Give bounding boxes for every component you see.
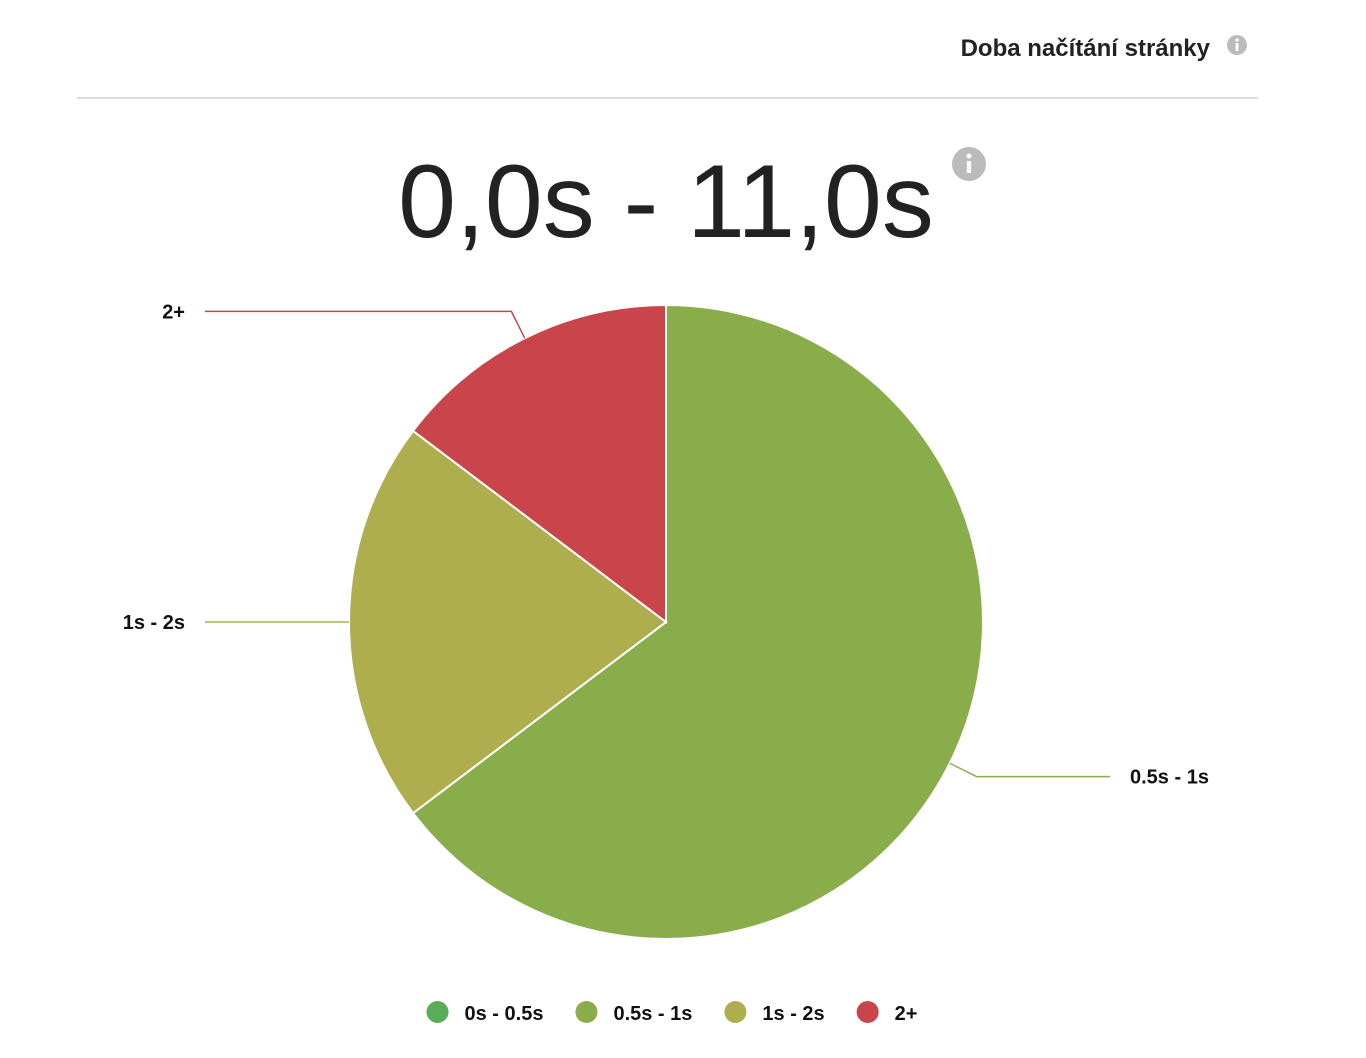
legend-marker [426,1001,449,1023]
legend-label: 0s - 0.5s [465,1003,544,1025]
legend-label: 2+ [895,1003,918,1025]
legend-label: 1s - 2s [762,1003,824,1025]
info-icon[interactable] [952,147,986,181]
info-icon[interactable] [1227,35,1247,55]
pie-slice [411,303,984,940]
legend-label: 0.5s - 1s [613,1003,692,1025]
legend-marker [856,1001,879,1023]
leader-line [949,762,1110,778]
leader-line [205,310,526,339]
data-label: 1s - 2s [123,612,185,634]
legend-marker [575,1001,598,1023]
widget-title: Doba načítání stránky [961,35,1211,62]
legend-marker [724,1001,747,1023]
chart-title: 0,0s - 11,0s [398,144,934,260]
data-label: 2+ [162,301,185,323]
data-label: 0.5s - 1s [1130,767,1209,789]
